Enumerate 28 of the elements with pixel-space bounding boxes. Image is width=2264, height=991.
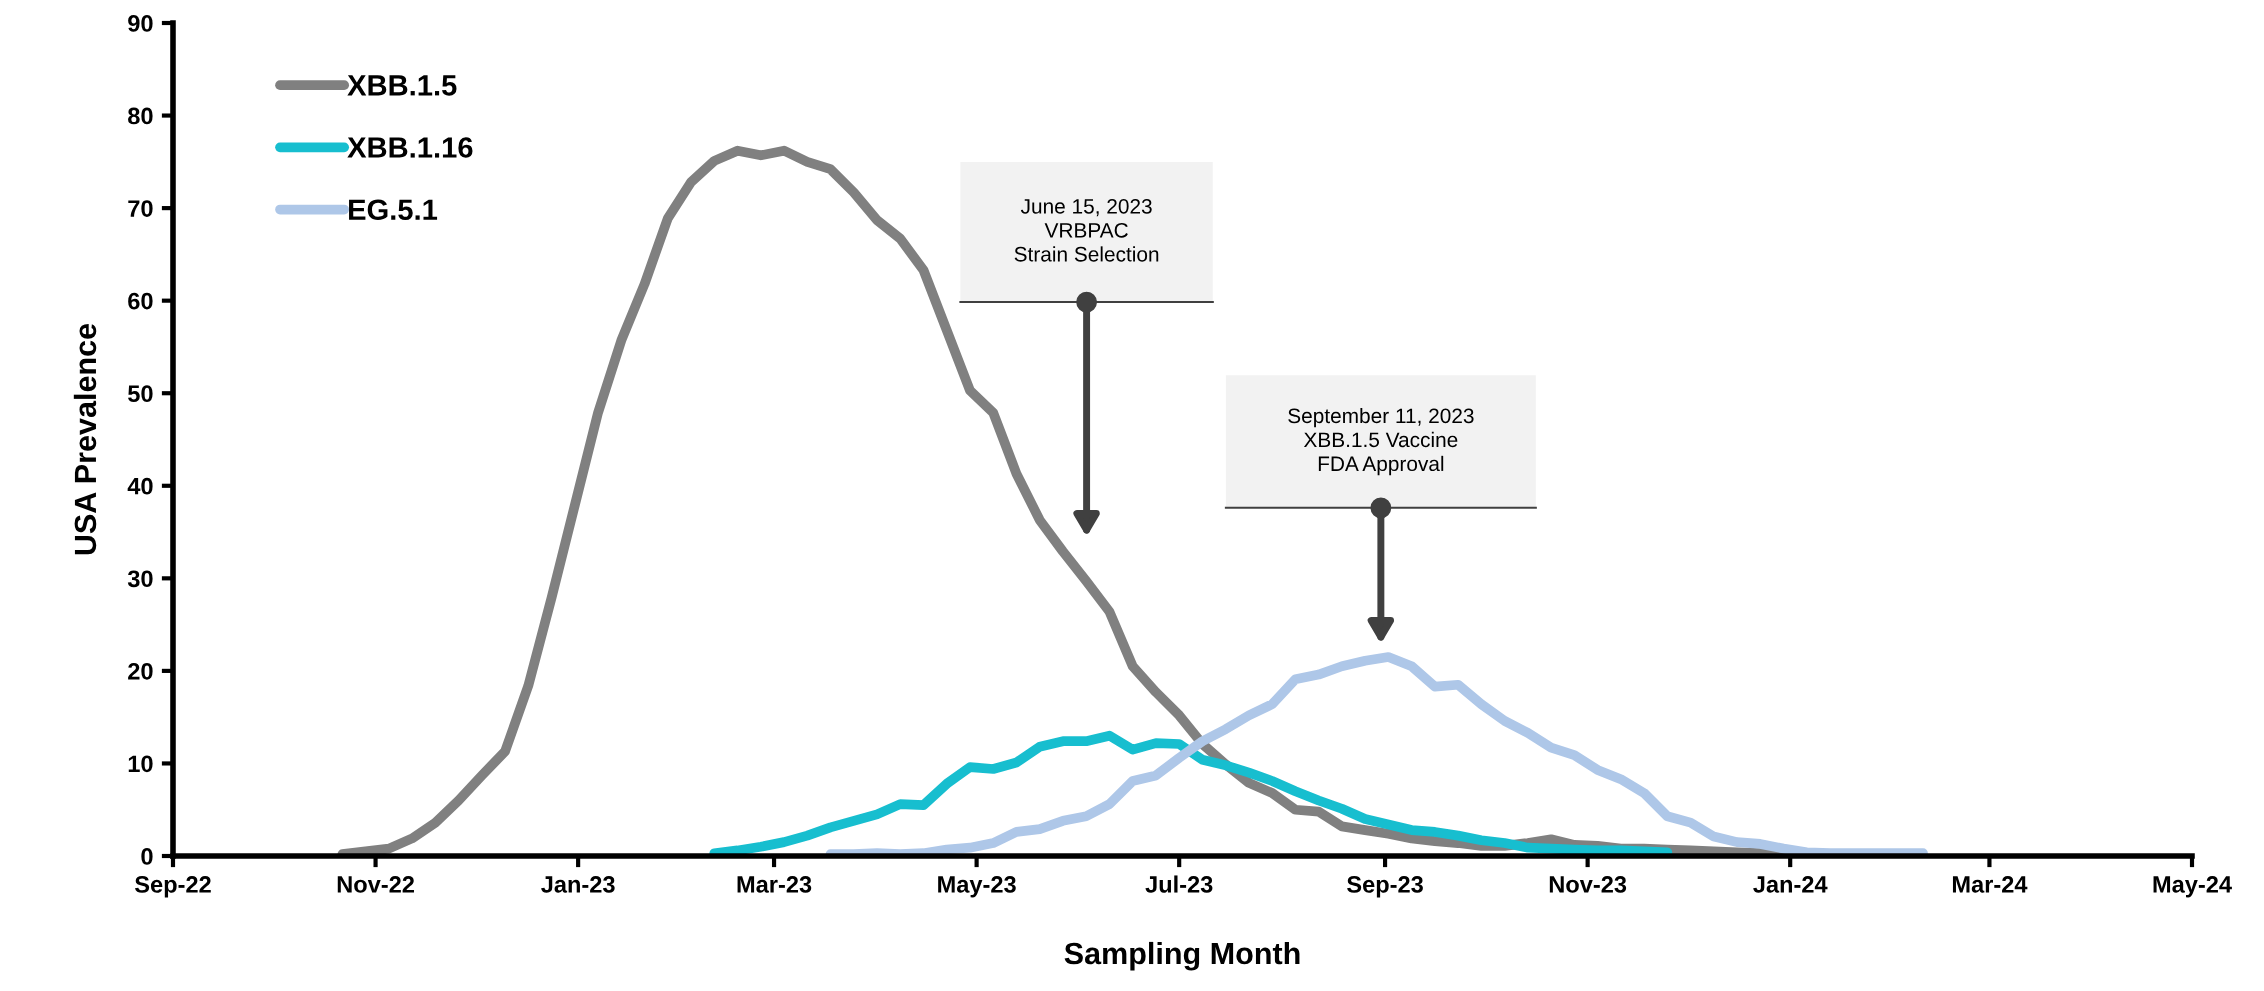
y-tick-label: 80 — [128, 107, 153, 125]
y-tick-label: 60 — [128, 292, 153, 310]
y-tick-label: 40 — [127, 477, 153, 495]
x-tick-label: Mar-24 — [1952, 876, 2028, 893]
y-tick-label: 90 — [128, 15, 153, 32]
legend-label: XBB.1.5 — [347, 75, 457, 96]
legend-label: XBB.1.16 — [347, 137, 473, 158]
annotation: September 11, 2023 XBB.1.5 Vaccine FDA Approval — [1288, 407, 1474, 476]
y-tick-label: 50 — [128, 385, 153, 403]
y-tick-label: 70 — [128, 200, 153, 217]
y-axis-title: USA Prevalence — [73, 323, 97, 555]
annotation: June 15, 2023 VRBPAC Strain Selection — [1014, 198, 1159, 262]
legend-label: EG.5.1 — [349, 199, 438, 221]
x-tick-label: Sep-23 — [1347, 876, 1423, 898]
y-tick-label: 30 — [127, 570, 153, 588]
x-tick-label: Jan-24 — [1753, 876, 1828, 893]
x-tick-label: Jul-23 — [1145, 875, 1213, 893]
x-axis-title: Sampling Month — [1064, 941, 1300, 971]
y-tick-label: 10 — [128, 755, 153, 773]
x-tick-label: Jan-23 — [541, 876, 615, 893]
x-tick-label: May-24 — [2153, 876, 2232, 898]
x-tick-label: May-23 — [938, 876, 1016, 898]
y-tick-label: 0 — [141, 848, 153, 865]
x-tick-label: Mar-23 — [737, 876, 812, 893]
x-tick-label: Nov-22 — [337, 876, 414, 893]
y-tick-label: 20 — [128, 662, 153, 680]
x-tick-label: Sep-22 — [134, 876, 211, 898]
x-tick-label: Nov-23 — [1549, 876, 1627, 893]
